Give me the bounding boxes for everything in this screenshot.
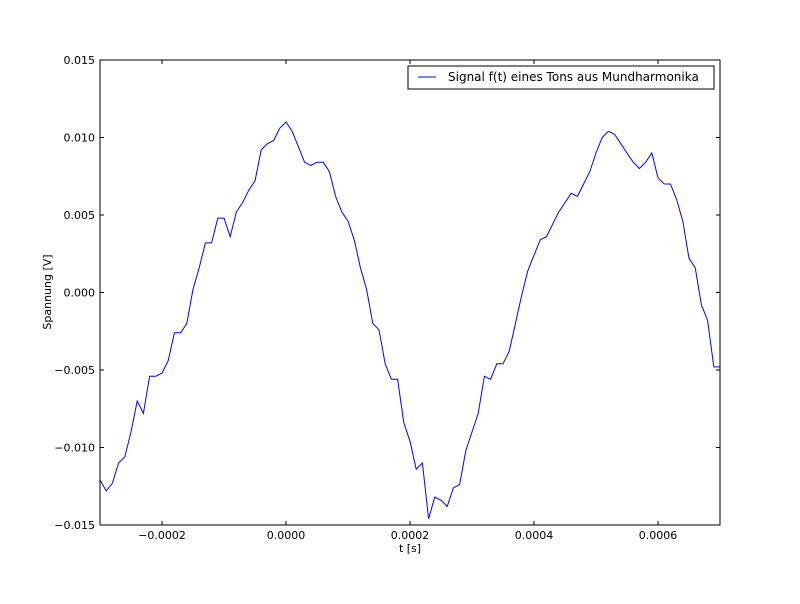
y-tick-label: 0.005 xyxy=(64,209,96,222)
y-tick-label: −0.015 xyxy=(54,519,95,532)
y-tick-label: 0.000 xyxy=(64,287,96,300)
x-tick-label: 0.0002 xyxy=(391,529,430,542)
y-tick-label: 0.010 xyxy=(64,132,96,145)
x-tick-label: 0.0000 xyxy=(267,529,306,542)
legend: Signal f(t) eines Tons aus Mundharmonika xyxy=(408,66,714,89)
plot-area xyxy=(100,60,720,525)
y-tick-label: −0.010 xyxy=(54,442,95,455)
y-axis-label: Spannung [V] xyxy=(41,254,54,329)
plot-background xyxy=(100,60,720,525)
legend-series-label: Signal f(t) eines Tons aus Mundharmonika xyxy=(448,70,699,84)
y-tick-label: −0.005 xyxy=(54,364,95,377)
x-tick-label: −0.0002 xyxy=(138,529,186,542)
x-tick-label: 0.0006 xyxy=(639,529,678,542)
y-tick-label: 0.015 xyxy=(64,54,96,67)
x-tick-label: 0.0004 xyxy=(515,529,554,542)
x-axis-label: t [s] xyxy=(399,542,421,555)
